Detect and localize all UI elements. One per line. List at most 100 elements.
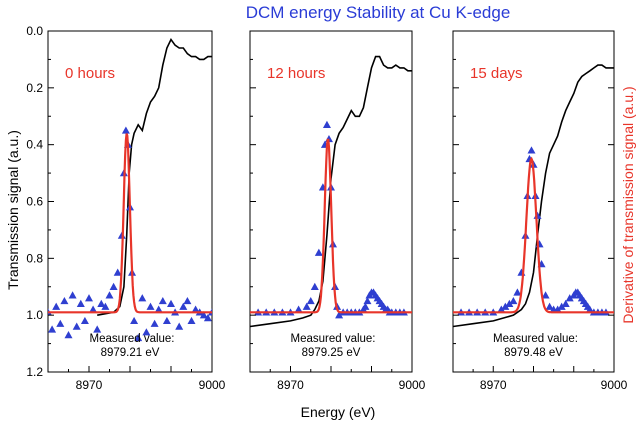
fit-curve (250, 138, 412, 314)
derivative-point (105, 291, 114, 299)
derivative-point (203, 314, 212, 322)
y-tick-label: 1.2 (26, 365, 43, 379)
derivative-point (294, 305, 303, 313)
derivative-point (158, 296, 167, 305)
derivative-point (175, 322, 184, 330)
derivative-point (48, 308, 52, 316)
derivative-point (60, 296, 69, 305)
derivative-point (113, 268, 122, 276)
x-tick-label: 9000 (399, 378, 426, 392)
panels: 8970 9000 0.0 0.2 0.4 0.6 0.8 1.0 1.2 0 hours Meas… (26, 24, 627, 392)
y-tick-label: 0.8 (26, 251, 43, 265)
measured-label: Measured value: (493, 333, 578, 345)
derivative-point (48, 325, 57, 333)
derivative-point (101, 302, 110, 310)
derivative-point (97, 299, 106, 307)
plot-area (48, 37, 212, 342)
y-tick-label: 1.0 (26, 308, 43, 322)
plot-area (453, 64, 614, 328)
derivative-point (72, 322, 81, 330)
transmission-line (453, 64, 614, 328)
chart-title: DCM energy Stability at Cu K-edge (246, 3, 511, 22)
derivative-point (146, 302, 155, 310)
panel-3: 8970 9000 15 days Measured value: 8979.48 eV (452, 30, 628, 392)
derivative-point (199, 311, 208, 319)
derivative-point (361, 302, 370, 310)
derivative-point (553, 305, 562, 313)
derivative-point (109, 282, 118, 290)
panel-2: 8970 9000 12 hours Measured value: 8979.25 e… (249, 30, 426, 392)
derivative-point (56, 319, 65, 327)
derivative-point (138, 294, 147, 302)
derivative-point (154, 305, 163, 313)
panel-label: 12 hours (267, 65, 325, 82)
derivative-point (545, 302, 554, 310)
derivative-point (52, 302, 61, 310)
derivative-point (130, 316, 139, 325)
fit-curve (48, 133, 212, 314)
derivative-point (565, 294, 574, 302)
x-tick-label: 9000 (199, 378, 226, 392)
transmission-line (250, 55, 412, 328)
measured-label: Measured value: (290, 333, 375, 345)
derivative-point (497, 305, 506, 313)
derivative-point (162, 316, 171, 325)
derivative-point (561, 299, 570, 307)
derivative-point (64, 331, 73, 339)
derivative-point (89, 305, 98, 313)
derivative-point (85, 294, 93, 302)
y-tick-label: 0.4 (26, 138, 43, 152)
derivative-point (150, 319, 159, 327)
measured-value: 8979.21 eV (101, 347, 160, 359)
y-tick-label: 0.6 (26, 195, 43, 209)
measured-label: Measured value: (89, 333, 174, 345)
derivative-point (505, 299, 514, 307)
derivative-point (541, 291, 550, 299)
y-tick-label: 0.0 (26, 24, 43, 38)
derivative-point (208, 308, 212, 316)
derivative-point (509, 296, 518, 305)
derivative-point (93, 325, 102, 333)
derivative-point (187, 316, 196, 325)
measured-value: 8979.25 eV (302, 347, 361, 359)
derivative-point (310, 282, 319, 290)
fit-curve (453, 156, 614, 314)
derivative-point (557, 302, 566, 310)
panel-label: 0 hours (65, 65, 115, 82)
derivative-point (306, 296, 315, 305)
derivative-point (527, 146, 536, 154)
panel-1: 8970 9000 0.0 0.2 0.4 0.6 0.8 1.0 1.2 0 hours Meas… (26, 24, 225, 392)
derivative-point (179, 302, 188, 310)
y-axis-label-left: Transmission signal (a.u.) (5, 130, 21, 290)
x-axis-label: Energy (eV) (301, 404, 376, 420)
measured-value: 8979.48 eV (504, 347, 563, 359)
derivative-point (167, 299, 175, 307)
derivative-point (80, 316, 89, 325)
derivative-point (302, 302, 311, 310)
plot-area (250, 55, 412, 328)
derivative-point (76, 299, 85, 307)
derivative-point (513, 288, 522, 296)
panel-label: 15 days (470, 65, 523, 82)
y-axis-label-right: Derivative of transmission signal (a.u.) (620, 86, 636, 323)
x-tick-label: 8970 (277, 378, 304, 392)
x-tick-label: 9000 (601, 378, 628, 392)
derivative-point (322, 120, 331, 128)
derivative-point (134, 333, 143, 342)
derivative-point (335, 311, 344, 319)
derivative-point (142, 328, 151, 336)
derivative-point (183, 296, 192, 305)
derivative-point (68, 291, 77, 299)
derivative-point (314, 248, 323, 256)
x-tick-label: 8970 (480, 378, 507, 392)
transmission-line (97, 37, 212, 316)
derivative-point (585, 305, 594, 313)
x-tick-label: 8970 (76, 378, 103, 392)
derivative-point (121, 126, 130, 134)
y-tick-label: 0.2 (26, 81, 43, 95)
derivative-point (363, 296, 372, 305)
derivative-point (501, 302, 510, 310)
derivative-point (191, 305, 200, 313)
plot-frame (452, 30, 615, 373)
